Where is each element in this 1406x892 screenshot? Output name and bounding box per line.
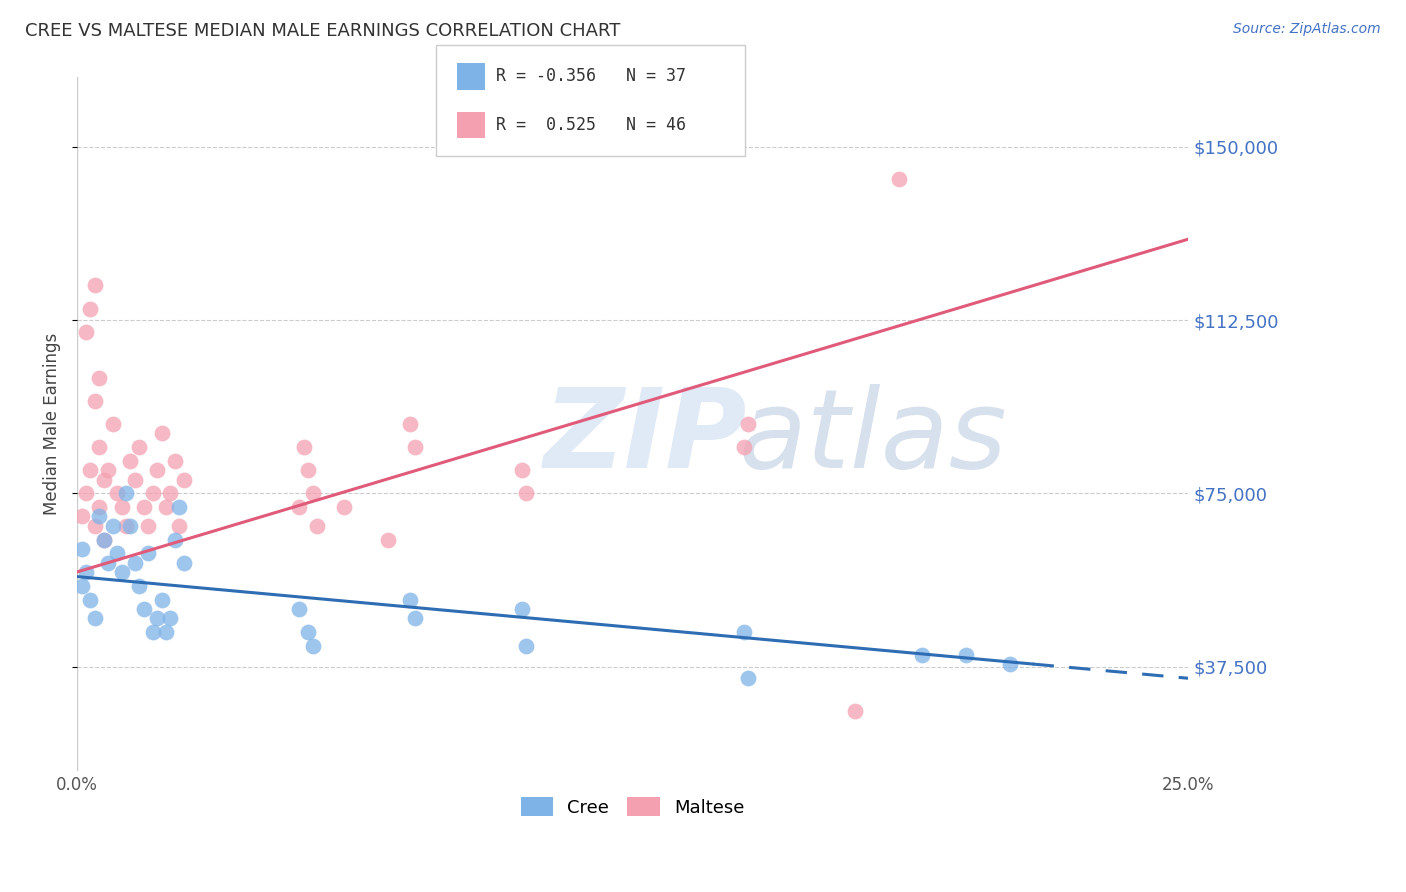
Text: atlas: atlas <box>738 384 1007 491</box>
Point <box>132 602 155 616</box>
Point <box>83 394 105 409</box>
Point <box>89 440 111 454</box>
Point <box>515 639 537 653</box>
Point <box>70 509 93 524</box>
Point <box>142 486 165 500</box>
Point <box>93 533 115 547</box>
Point <box>288 602 311 616</box>
Point <box>89 371 111 385</box>
Point <box>159 486 181 500</box>
Point <box>889 172 911 186</box>
Point <box>510 463 533 477</box>
Text: ZIP: ZIP <box>544 384 747 491</box>
Point <box>297 463 319 477</box>
Point <box>301 486 323 500</box>
Point <box>83 278 105 293</box>
Point <box>79 463 101 477</box>
Point <box>79 301 101 316</box>
Point <box>169 500 191 515</box>
Text: Source: ZipAtlas.com: Source: ZipAtlas.com <box>1233 22 1381 37</box>
Point <box>136 518 159 533</box>
Text: CREE VS MALTESE MEDIAN MALE EARNINGS CORRELATION CHART: CREE VS MALTESE MEDIAN MALE EARNINGS COR… <box>25 22 620 40</box>
Point <box>115 518 138 533</box>
Point <box>101 518 124 533</box>
Point <box>404 611 426 625</box>
Point <box>332 500 354 515</box>
Point <box>733 440 755 454</box>
Point <box>307 518 329 533</box>
Point <box>136 546 159 560</box>
Point <box>169 518 191 533</box>
Point <box>105 486 128 500</box>
Point <box>1000 657 1022 672</box>
Point <box>155 500 177 515</box>
Point <box>955 648 977 662</box>
Point <box>83 518 105 533</box>
Point <box>301 639 323 653</box>
Point <box>120 454 142 468</box>
Point <box>75 565 97 579</box>
Point <box>399 592 422 607</box>
Point <box>97 556 120 570</box>
Point <box>377 533 399 547</box>
Point <box>173 473 195 487</box>
Point <box>124 473 146 487</box>
Point <box>115 486 138 500</box>
Point <box>89 509 111 524</box>
Point <box>297 625 319 640</box>
Point <box>510 602 533 616</box>
Point <box>155 625 177 640</box>
Point <box>93 473 115 487</box>
Point <box>173 556 195 570</box>
Point <box>128 579 150 593</box>
Point <box>128 440 150 454</box>
Point <box>132 500 155 515</box>
Point <box>124 556 146 570</box>
Text: R = -0.356   N = 37: R = -0.356 N = 37 <box>496 67 686 85</box>
Point <box>75 325 97 339</box>
Point <box>399 417 422 431</box>
Point <box>70 541 93 556</box>
Point <box>120 518 142 533</box>
Point <box>70 579 93 593</box>
Point <box>83 611 105 625</box>
Point <box>844 704 866 718</box>
Point <box>733 625 755 640</box>
Point <box>737 417 759 431</box>
Point <box>89 500 111 515</box>
Point <box>146 463 169 477</box>
Point <box>79 592 101 607</box>
Point <box>75 486 97 500</box>
Point <box>150 592 173 607</box>
Point <box>910 648 932 662</box>
Point <box>292 440 315 454</box>
Point <box>288 500 311 515</box>
Point <box>105 546 128 560</box>
Legend: Cree, Maltese: Cree, Maltese <box>513 790 752 824</box>
Point <box>97 463 120 477</box>
Point <box>142 625 165 640</box>
Point <box>515 486 537 500</box>
Point <box>737 671 759 685</box>
Point <box>110 500 132 515</box>
Point <box>163 533 186 547</box>
Point <box>150 426 173 441</box>
Text: R =  0.525   N = 46: R = 0.525 N = 46 <box>496 116 686 134</box>
Point <box>110 565 132 579</box>
Point <box>159 611 181 625</box>
Point <box>163 454 186 468</box>
Point <box>404 440 426 454</box>
Point <box>146 611 169 625</box>
Point <box>101 417 124 431</box>
Point <box>93 533 115 547</box>
Y-axis label: Median Male Earnings: Median Male Earnings <box>44 333 60 516</box>
